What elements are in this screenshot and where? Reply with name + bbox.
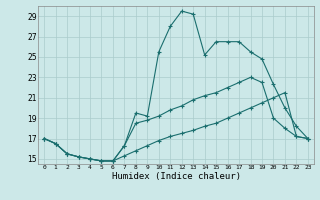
X-axis label: Humidex (Indice chaleur): Humidex (Indice chaleur) bbox=[111, 172, 241, 181]
